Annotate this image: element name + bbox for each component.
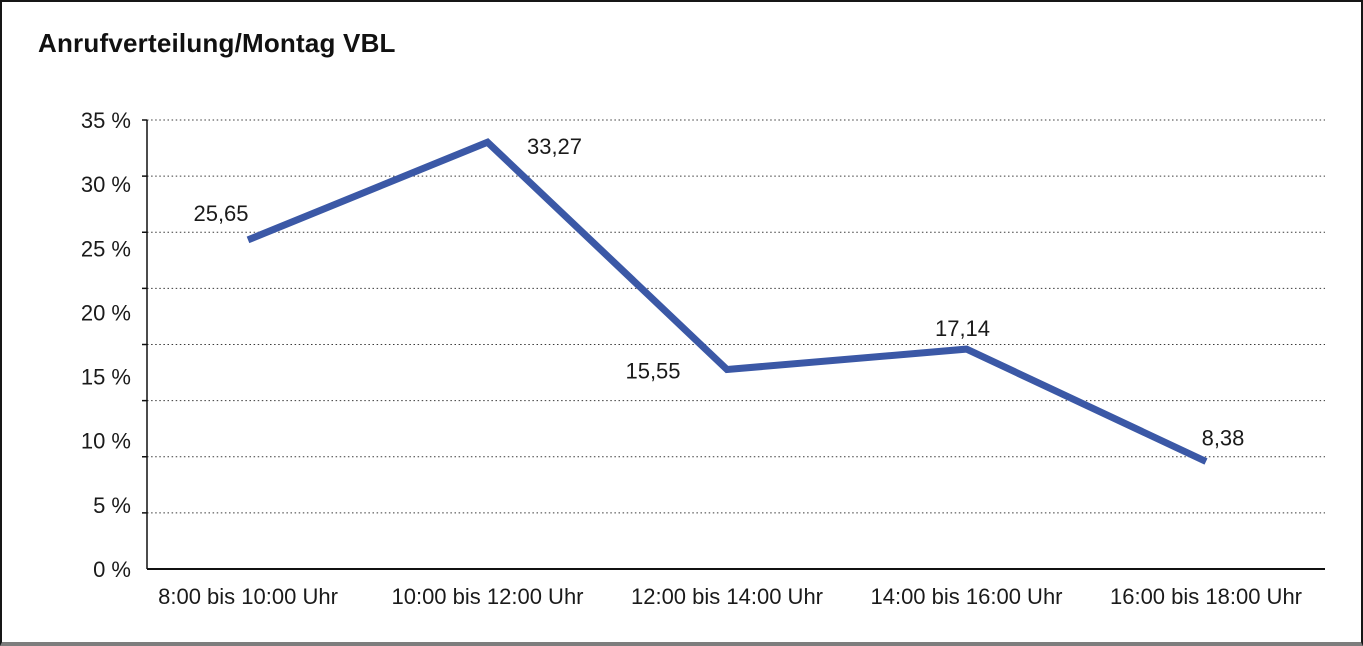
y-axis-tick-label: 35 % xyxy=(81,108,131,133)
y-axis-tick-label: 20 % xyxy=(81,300,131,325)
y-axis-tick-label: 30 % xyxy=(81,172,131,197)
y-axis-tick-label: 0 % xyxy=(93,557,131,582)
x-axis-category-label: 8:00 bis 10:00 Uhr xyxy=(158,584,338,609)
y-axis-tick-label: 25 % xyxy=(81,236,131,261)
data-point-label: 25,65 xyxy=(193,201,248,226)
chart-title: Anrufverteilung/Montag VBL xyxy=(38,28,396,58)
data-point-label: 33,27 xyxy=(527,134,582,159)
data-point-label: 17,14 xyxy=(935,316,990,341)
x-axis-category-label: 16:00 bis 18:00 Uhr xyxy=(1110,584,1302,609)
y-axis-tick-label: 5 % xyxy=(93,493,131,518)
x-axis-category-label: 14:00 bis 16:00 Uhr xyxy=(870,584,1062,609)
y-axis-tick-label: 15 % xyxy=(81,365,131,390)
data-point-label: 15,55 xyxy=(625,359,680,384)
x-axis-category-label: 12:00 bis 14:00 Uhr xyxy=(631,584,823,609)
series-line xyxy=(246,138,1208,465)
data-point-label: 8,38 xyxy=(1202,425,1245,450)
y-axis-tick-label: 10 % xyxy=(81,429,131,454)
x-axis-category-label: 10:00 bis 12:00 Uhr xyxy=(391,584,583,609)
